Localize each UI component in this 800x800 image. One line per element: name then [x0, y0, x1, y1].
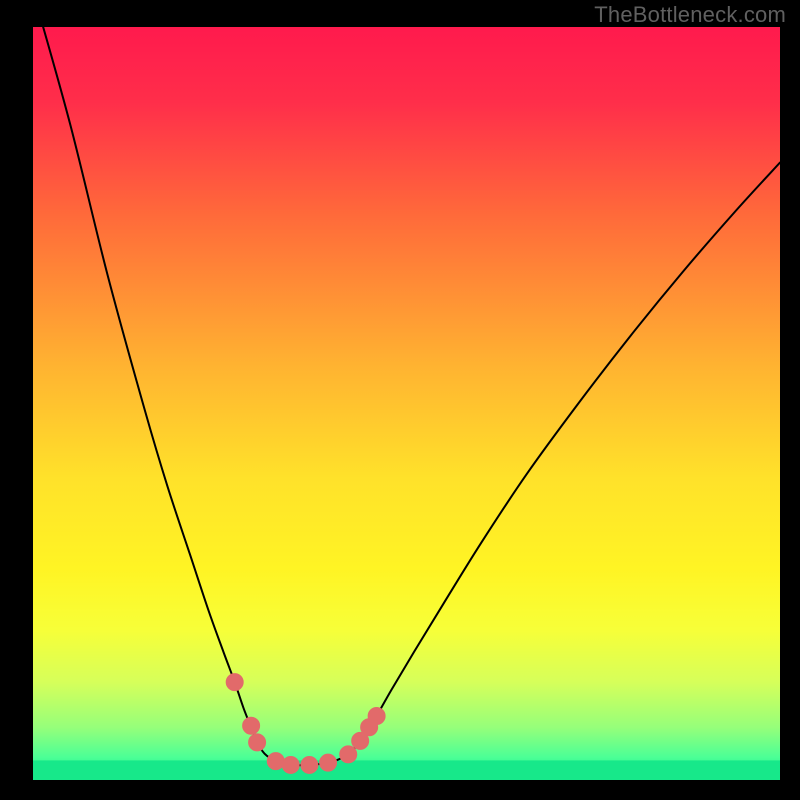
curve-canvas — [33, 27, 780, 780]
curve-marker — [226, 674, 243, 691]
curve-marker — [243, 717, 260, 734]
green-band — [33, 760, 780, 780]
curve-marker — [282, 756, 299, 773]
curve-marker — [320, 754, 337, 771]
curve-marker — [368, 707, 385, 724]
curve-marker — [301, 756, 318, 773]
curve-marker — [249, 734, 266, 751]
curve-marker — [267, 753, 284, 770]
plot-area — [33, 27, 780, 780]
watermark-text: TheBottleneck.com — [594, 2, 786, 28]
curve-marker — [340, 746, 357, 763]
chart-frame: TheBottleneck.com — [0, 0, 800, 800]
gradient-background — [33, 27, 780, 780]
